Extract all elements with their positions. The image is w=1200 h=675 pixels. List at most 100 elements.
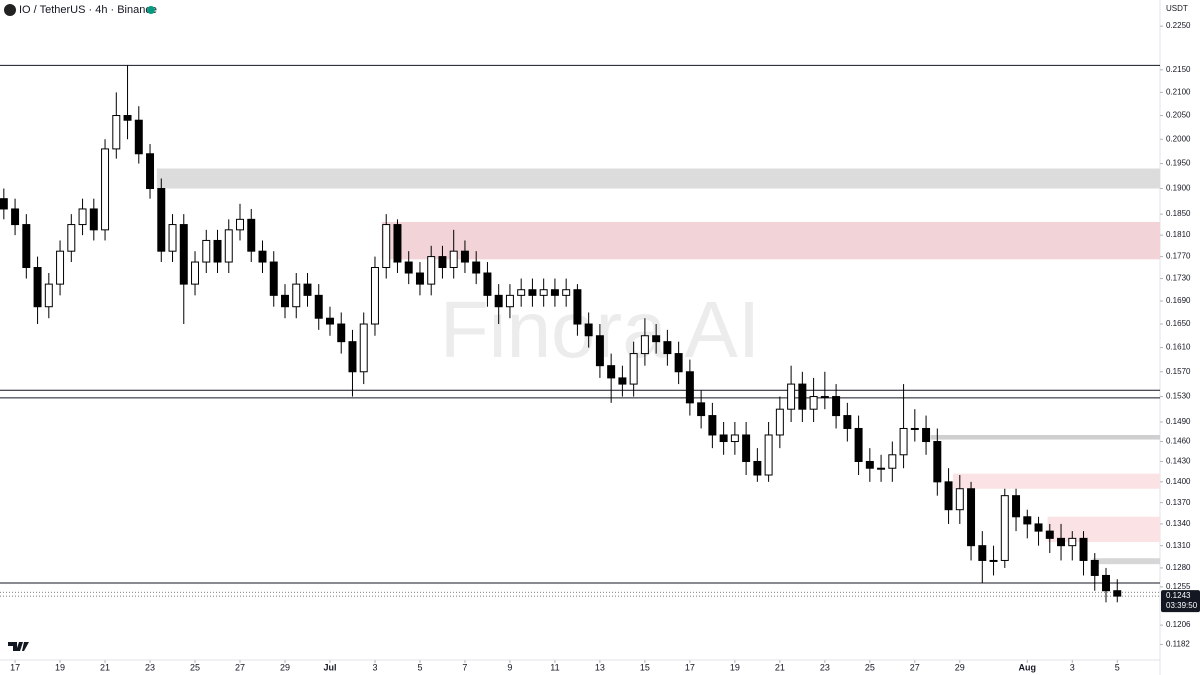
candle-body — [494, 294, 503, 308]
candle-body — [179, 224, 188, 285]
x-tick-label: 5 — [1115, 662, 1120, 672]
candle-body — [899, 427, 908, 456]
candle-body — [415, 272, 424, 285]
candle-body — [663, 341, 672, 355]
zone — [1047, 516, 1160, 543]
candle-body — [22, 224, 31, 269]
y-tick-label: 0.1770 — [1166, 252, 1191, 261]
candle-body — [146, 153, 155, 190]
candle-body — [1000, 495, 1009, 561]
tv-logo — [8, 642, 29, 651]
x-tick-label: 29 — [955, 662, 965, 672]
x-tick-label: 17 — [685, 662, 695, 672]
candle-body — [224, 229, 233, 263]
candle-body — [550, 289, 559, 296]
y-tick-label: 0.1490 — [1166, 417, 1191, 426]
candle-body — [33, 267, 42, 308]
candle-body — [517, 289, 526, 296]
y-tick-label: 0.1400 — [1166, 477, 1191, 486]
x-tick-label: 17 — [10, 662, 20, 672]
candle-body — [584, 323, 593, 337]
candle-body — [685, 371, 694, 404]
candle-body — [449, 250, 458, 269]
candle-body — [562, 289, 571, 296]
candle-body — [112, 115, 121, 150]
x-tick-label: 29 — [280, 662, 290, 672]
y-tick-label: 0.1610 — [1166, 343, 1191, 352]
candle-body — [202, 239, 211, 263]
candle-body — [134, 119, 143, 155]
y-tick-label: 0.1340 — [1166, 519, 1191, 528]
y-tick-label: 0.1530 — [1166, 392, 1191, 401]
candle-body — [292, 283, 301, 308]
x-tick-label: 13 — [595, 662, 605, 672]
candle-body — [505, 294, 514, 308]
candle-body — [1034, 523, 1043, 532]
candle-body — [832, 396, 841, 417]
candle-body — [854, 427, 863, 462]
y-tick-label: 0.1900 — [1166, 184, 1191, 193]
candle-body — [123, 115, 132, 121]
x-tick-label: 3 — [1070, 662, 1075, 672]
candle-body — [101, 148, 110, 231]
y-tick-label: 0.1430 — [1166, 457, 1191, 466]
candle-body — [742, 434, 751, 462]
x-tick-label: 19 — [730, 662, 740, 672]
symbol-icon — [4, 4, 16, 16]
x-tick-label: 9 — [507, 662, 512, 672]
y-tick-label: 0.1730 — [1166, 274, 1191, 283]
candle-body — [11, 208, 20, 226]
candle-body — [382, 224, 391, 269]
candle-body — [618, 377, 627, 385]
candle-body — [78, 208, 87, 226]
candle-body — [483, 272, 492, 296]
y-tick-label: 0.1370 — [1166, 498, 1191, 507]
candle-body — [787, 383, 796, 410]
zone — [930, 434, 1160, 440]
candle-body — [539, 289, 548, 296]
candle-body — [247, 218, 256, 252]
candle-body — [753, 460, 762, 476]
y-tick-label: 0.1850 — [1166, 209, 1191, 218]
candle-body — [269, 261, 278, 296]
candle-body — [157, 188, 166, 252]
candles — [0, 65, 1122, 603]
currency: USDT — [1166, 4, 1188, 13]
candle-body — [595, 335, 604, 367]
candle-body — [933, 441, 942, 483]
candle-body — [314, 294, 323, 319]
x-tick-label: 21 — [775, 662, 785, 672]
y-tick-label: 0.1182 — [1166, 640, 1190, 649]
candle-body — [573, 289, 582, 325]
candle-body — [1079, 537, 1088, 561]
y-tick-label: 0.1810 — [1166, 230, 1191, 239]
y-tick-label: 0.2000 — [1166, 134, 1191, 143]
candle-body — [955, 488, 964, 511]
x-tick-label: 15 — [640, 662, 650, 672]
price-label: 0.1243 — [1166, 591, 1191, 600]
candle-body — [843, 415, 852, 429]
countdown: 03:39:50 — [1166, 601, 1198, 610]
x-tick-label: 27 — [910, 662, 920, 672]
y-tick-label: 0.1950 — [1166, 159, 1191, 168]
candle-body — [719, 434, 728, 443]
candle-body — [910, 427, 919, 430]
candle-body — [967, 488, 976, 547]
candle-body — [258, 250, 267, 263]
candle-body — [944, 481, 953, 511]
candle-body — [1102, 574, 1111, 592]
candle-body — [697, 402, 706, 417]
candle-body — [337, 323, 346, 343]
y-tick-label: 0.2050 — [1166, 111, 1191, 120]
y-tick-label: 0.1650 — [1166, 319, 1191, 328]
y-tick-label: 0.1206 — [1166, 620, 1191, 629]
x-tick-label: Jul — [323, 662, 336, 672]
symbol-title: IO / TetherUS · 4h · Binance — [19, 4, 157, 16]
x-tick-label: 25 — [865, 662, 875, 672]
candle-body — [865, 460, 874, 469]
status-dot — [147, 6, 155, 14]
candle-body — [56, 250, 65, 285]
candle-body — [652, 335, 661, 343]
candle-body — [1057, 537, 1066, 547]
candle-body — [809, 396, 818, 410]
